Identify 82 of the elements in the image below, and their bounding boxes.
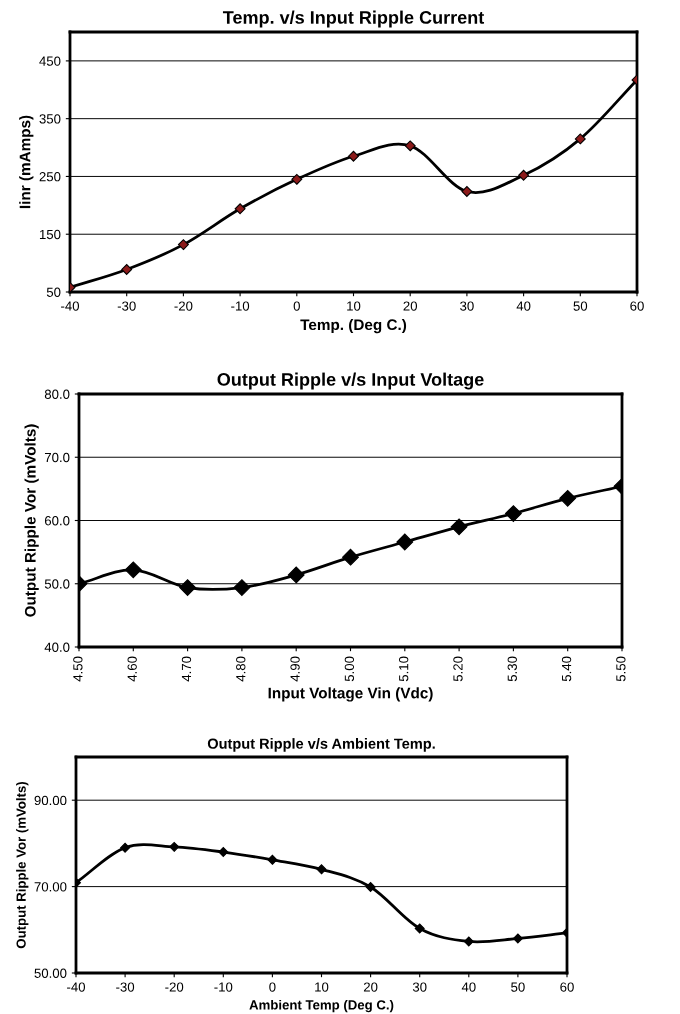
x-tick-label: 0 [293,301,300,311]
x-tick-label: 60 [560,982,574,992]
x-axis-title: Input Voltage Vin (Vdc) [268,687,433,702]
point [291,173,303,185]
x-tick-label: 20 [403,301,418,311]
x-tick-label: 30 [460,301,474,311]
x-tick-label: 5.20 [453,656,463,682]
point [169,841,180,852]
x-tick-label: -30 [117,301,136,311]
y-tick-label: 60.0 [44,516,70,526]
x-tick-label: 4.70 [181,656,192,682]
point [177,239,189,251]
y-tick-label: 70.0 [44,452,70,463]
chart-title: Output Ripple v/s Ambient Temp. [207,738,435,752]
x-tick-label: 5.30 [507,656,517,682]
point [463,936,474,947]
y-tick-label: 50 [46,287,61,297]
y-tick-label: 250 [39,172,61,182]
x-tick-label: 5.10 [399,656,409,682]
x-tick-label: 5.50 [616,656,626,682]
x-tick-label: 20 [363,982,378,992]
point [518,169,530,181]
point [121,264,133,275]
point [287,566,305,584]
point [218,847,229,858]
x-tick-label: 40 [461,982,476,992]
point [316,864,327,875]
point [574,133,586,145]
x-tick-label: 4.50 [73,656,83,682]
x-tick-label: -10 [231,301,250,311]
chart-title: Output Ripple v/s Input Voltage [217,372,484,390]
x-tick-label: 10 [315,982,329,992]
point [512,933,523,944]
y-tick-label: 50.0 [44,579,70,589]
point [404,140,416,152]
x-tick-label: 4.80 [236,656,246,682]
y-tick-label: 450 [39,56,61,66]
point [124,561,142,579]
y-tick-label: 350 [39,114,61,124]
x-tick-label: 60 [630,301,644,311]
x-tick-label: -10 [214,982,233,992]
point [504,505,522,522]
y-tick-label: 80.0 [44,389,70,399]
x-tick-label: 5.40 [561,656,572,682]
point [233,579,251,596]
point [267,854,278,865]
x-tick-label: 50 [573,301,588,311]
x-axis-title: Temp. (Deg C.) [300,318,407,334]
x-tick-label: 4.90 [290,656,300,682]
x-tick-label: 4.60 [127,656,137,682]
point [559,489,577,507]
y-tick-label: 70.00 [34,882,67,892]
x-axis-title: Ambient Temp (Deg C.) [249,999,394,1013]
point [414,923,425,934]
x-tick-label: 30 [412,982,427,992]
x-tick-label: 40 [516,301,531,311]
y-tick-label: 50.00 [34,968,67,978]
x-tick-label: 50 [511,982,525,992]
x-tick-label: 10 [347,301,361,311]
point [234,203,246,215]
point [450,518,468,536]
x-tick-label: -40 [67,982,86,992]
y-tick-label: 90.00 [34,795,67,806]
x-tick-label: -30 [116,982,135,992]
chart-title: Temp. v/s Input Ripple Current [222,10,485,28]
point [120,842,131,853]
y-axis-title: Output Ripple Vor (mVolts) [16,781,29,949]
x-tick-label: 5.00 [344,656,355,682]
point [396,533,414,551]
x-tick-label: -40 [61,301,80,311]
point [342,548,359,566]
point [461,186,473,197]
y-tick-label: 40.0 [44,642,70,652]
y-axis-title: Iinr (mAmps) [19,115,34,209]
y-tick-label: 150 [39,229,61,240]
point [348,150,359,162]
x-tick-label: -20 [174,301,193,311]
x-tick-label: 0 [269,982,276,992]
x-tick-label: -20 [165,982,184,992]
point [365,882,376,893]
y-axis-title: Output Ripple Vor (mVolts) [24,424,39,617]
point [179,579,197,596]
